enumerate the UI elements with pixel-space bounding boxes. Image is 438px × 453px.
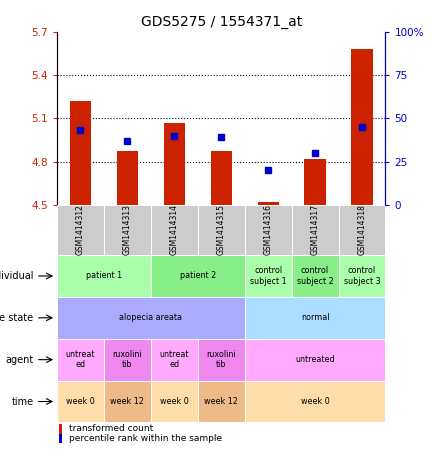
Bar — [57, 339, 104, 381]
Bar — [245, 381, 385, 422]
Text: transformed count: transformed count — [69, 424, 153, 434]
Bar — [198, 381, 245, 422]
Text: ruxolini
tib: ruxolini tib — [206, 350, 236, 369]
Text: GSM1414313: GSM1414313 — [123, 204, 132, 255]
Bar — [57, 381, 104, 422]
Bar — [164, 123, 185, 205]
Text: untreat
ed: untreat ed — [66, 350, 95, 369]
Bar — [258, 202, 279, 205]
Text: ruxolini
tib: ruxolini tib — [113, 350, 142, 369]
Bar — [198, 205, 245, 255]
Bar — [151, 205, 198, 255]
Bar — [198, 339, 245, 381]
Bar — [57, 297, 245, 339]
Bar — [245, 205, 292, 255]
Text: week 0: week 0 — [66, 397, 95, 406]
Text: untreated: untreated — [295, 355, 335, 364]
Bar — [151, 381, 198, 422]
Bar — [245, 339, 385, 381]
Bar — [117, 151, 138, 205]
Bar — [351, 49, 373, 205]
Text: GSM1414314: GSM1414314 — [170, 204, 179, 255]
Text: patient 2: patient 2 — [180, 271, 216, 280]
Text: agent: agent — [5, 355, 33, 365]
Text: week 0: week 0 — [300, 397, 329, 406]
Title: GDS5275 / 1554371_at: GDS5275 / 1554371_at — [141, 15, 302, 29]
Text: GSM1414315: GSM1414315 — [217, 204, 226, 255]
Text: untreat
ed: untreat ed — [159, 350, 189, 369]
Bar — [104, 381, 151, 422]
Bar — [339, 255, 385, 297]
Text: control
subject 2: control subject 2 — [297, 266, 333, 286]
Text: disease state: disease state — [0, 313, 33, 323]
Bar — [104, 205, 151, 255]
Bar — [57, 205, 104, 255]
Text: GSM1414316: GSM1414316 — [264, 204, 272, 255]
Text: GSM1414318: GSM1414318 — [357, 204, 367, 255]
Bar — [211, 151, 232, 205]
Bar — [151, 255, 245, 297]
Text: control
subject 3: control subject 3 — [344, 266, 380, 286]
Bar — [151, 339, 198, 381]
Bar — [59, 424, 62, 434]
Bar — [104, 339, 151, 381]
Bar — [292, 205, 339, 255]
Bar — [57, 255, 151, 297]
Bar — [304, 159, 325, 205]
Text: normal: normal — [301, 313, 329, 323]
Text: week 12: week 12 — [110, 397, 144, 406]
Bar — [339, 205, 385, 255]
Text: control
subject 1: control subject 1 — [250, 266, 286, 286]
Text: alopecia areata: alopecia areata — [119, 313, 182, 323]
Bar — [70, 101, 91, 205]
Text: GSM1414312: GSM1414312 — [76, 204, 85, 255]
Bar — [59, 434, 62, 443]
Text: percentile rank within the sample: percentile rank within the sample — [69, 434, 222, 443]
Text: time: time — [11, 396, 33, 406]
Bar — [245, 297, 385, 339]
Bar — [245, 255, 292, 297]
Text: individual: individual — [0, 271, 33, 281]
Bar — [292, 255, 339, 297]
Text: week 12: week 12 — [204, 397, 238, 406]
Text: GSM1414317: GSM1414317 — [311, 204, 320, 255]
Text: patient 1: patient 1 — [86, 271, 122, 280]
Text: week 0: week 0 — [160, 397, 189, 406]
